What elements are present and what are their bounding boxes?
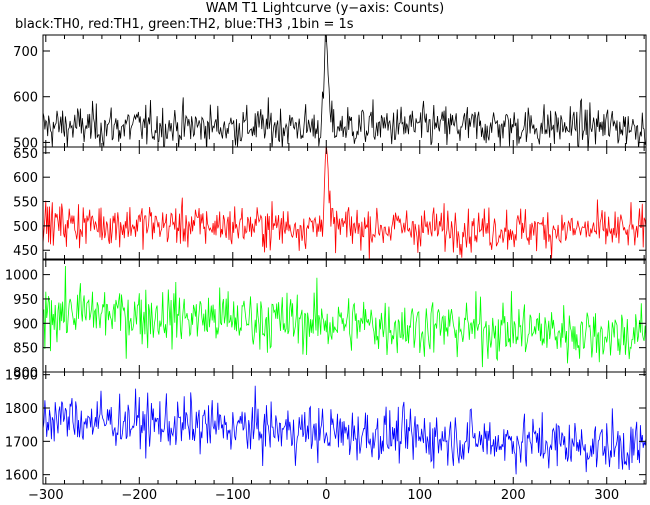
x-tick-label: −300 — [28, 488, 64, 503]
x-tick-label: −100 — [215, 488, 251, 503]
y-tick-label-TH0: 700 — [13, 45, 38, 60]
x-tick-label: −200 — [121, 488, 157, 503]
panel-frame-TH2 — [42, 259, 647, 373]
y-tick-label-TH0: 600 — [13, 91, 38, 106]
y-tick-label-TH1: 450 — [13, 244, 38, 259]
x-tick-label: 0 — [322, 488, 330, 503]
chart-title: WAM T1 Lightcurve (y−axis: Counts) — [205, 1, 445, 16]
y-tick-label-TH1: 650 — [13, 147, 38, 162]
series-line-TH2 — [43, 265, 646, 368]
y-tick-label-TH2: 850 — [13, 342, 38, 357]
y-tick-label-TH2: 800 — [13, 366, 38, 381]
x-tick-label: 200 — [501, 488, 526, 503]
series-line-TH1 — [43, 147, 646, 259]
y-tick-label-TH3: 1600 — [5, 469, 38, 484]
y-tick-label-TH3: 1700 — [5, 435, 38, 450]
series-line-TH3 — [43, 385, 646, 475]
y-tick-label-TH0: 500 — [13, 136, 38, 151]
x-tick-label: 300 — [594, 488, 619, 503]
y-tick-label-TH2: 1000 — [5, 269, 38, 284]
y-tick-label-TH1: 600 — [13, 171, 38, 186]
y-tick-label-TH1: 550 — [13, 196, 38, 211]
y-tick-label-TH3: 1900 — [5, 369, 38, 384]
y-tick-label-TH2: 900 — [13, 317, 38, 332]
y-tick-label-TH1: 500 — [13, 220, 38, 235]
panel-frame-TH1 — [42, 146, 647, 260]
y-tick-label-TH2: 950 — [13, 293, 38, 308]
chart-subtitle: black:TH0, red:TH1, green:TH2, blue:TH3 … — [15, 17, 354, 32]
series-line-TH0 — [43, 35, 646, 147]
y-tick-label-TH3: 1800 — [5, 402, 38, 417]
panel-frame-TH0 — [42, 34, 647, 148]
x-tick-label: 100 — [407, 488, 432, 503]
